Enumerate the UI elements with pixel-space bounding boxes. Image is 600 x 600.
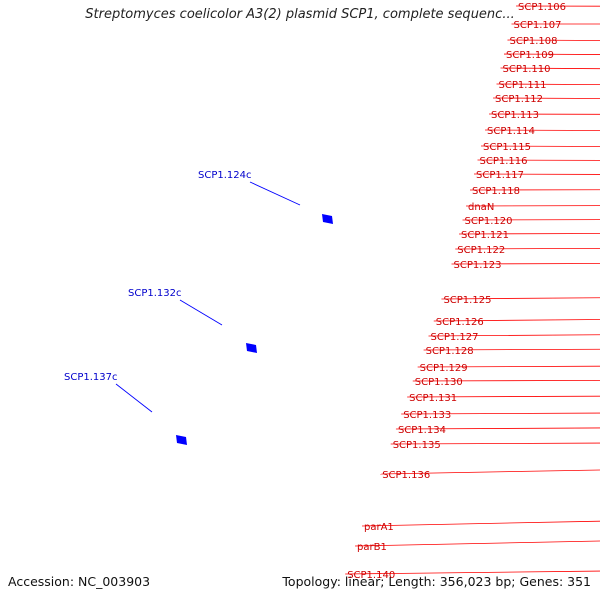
gene-label: SCP1.115 bbox=[483, 142, 531, 153]
gene-arrow-reverse bbox=[176, 435, 187, 445]
gene-label: SCP1.120 bbox=[465, 216, 513, 227]
gene-label: SCP1.112 bbox=[495, 94, 543, 105]
label-connector-reverse bbox=[179, 299, 223, 326]
gene-label: SCP1.140 bbox=[347, 570, 395, 581]
gene-label: SCP1.123 bbox=[454, 260, 502, 271]
gene-label: SCP1.135 bbox=[393, 440, 441, 451]
gene-label: SCP1.108 bbox=[510, 36, 558, 47]
gene-label: parB1 bbox=[357, 542, 387, 553]
gene-label: SCP1.131 bbox=[409, 393, 457, 404]
accession-text: Accession: NC_003903 bbox=[8, 574, 151, 589]
label-connector bbox=[361, 520, 600, 527]
gene-label-reverse: SCP1.124c bbox=[198, 170, 252, 181]
gene-label: SCP1.122 bbox=[457, 245, 505, 256]
gene-label: SCP1.129 bbox=[420, 363, 468, 374]
gene-label: SCP1.111 bbox=[499, 80, 547, 91]
gene-label: SCP1.109 bbox=[506, 50, 554, 61]
gene-label: parA1 bbox=[364, 522, 394, 533]
gene-arrow-reverse bbox=[246, 343, 257, 353]
gene-label: SCP1.116 bbox=[480, 156, 528, 167]
gene-label: SCP1.136 bbox=[382, 470, 430, 481]
gene-label: SCP1.130 bbox=[415, 377, 463, 388]
summary-text: Topology: linear; Length: 356,023 bp; Ge… bbox=[282, 574, 591, 589]
label-connector-reverse bbox=[249, 181, 301, 206]
gene-label: SCP1.114 bbox=[487, 126, 535, 137]
gene-label: SCP1.106 bbox=[518, 2, 566, 13]
gene-label: SCP1.117 bbox=[476, 170, 524, 181]
gene-label: SCP1.107 bbox=[514, 20, 562, 31]
gene-label: SCP1.118 bbox=[472, 186, 520, 197]
feature-labels: SCP1.106 SCP1.107 SCP1.108 SCP1.109 SCP1.110… bbox=[64, 2, 600, 581]
gene-label: SCP1.110 bbox=[503, 64, 551, 75]
gene-label-reverse: SCP1.132c bbox=[128, 288, 182, 299]
gene-label: dnaN bbox=[468, 202, 494, 213]
gene-label: SCP1.133 bbox=[403, 410, 451, 421]
gene-label: SCP1.128 bbox=[426, 346, 474, 357]
gene-label: SCP1.126 bbox=[436, 317, 484, 328]
gene-arrow-reverse bbox=[322, 214, 333, 224]
feature-track bbox=[176, 214, 333, 445]
gene-label: SCP1.113 bbox=[491, 110, 539, 121]
label-connector-reverse bbox=[115, 383, 153, 413]
map-title: Streptomyces coelicolor A3(2) plasmid SC… bbox=[85, 7, 515, 22]
gene-label: SCP1.127 bbox=[431, 332, 479, 343]
gene-label-reverse: SCP1.137c bbox=[64, 372, 118, 383]
gene-label: SCP1.121 bbox=[461, 230, 509, 241]
gene-label: SCP1.134 bbox=[398, 425, 446, 436]
gene-label: SCP1.125 bbox=[443, 295, 491, 306]
